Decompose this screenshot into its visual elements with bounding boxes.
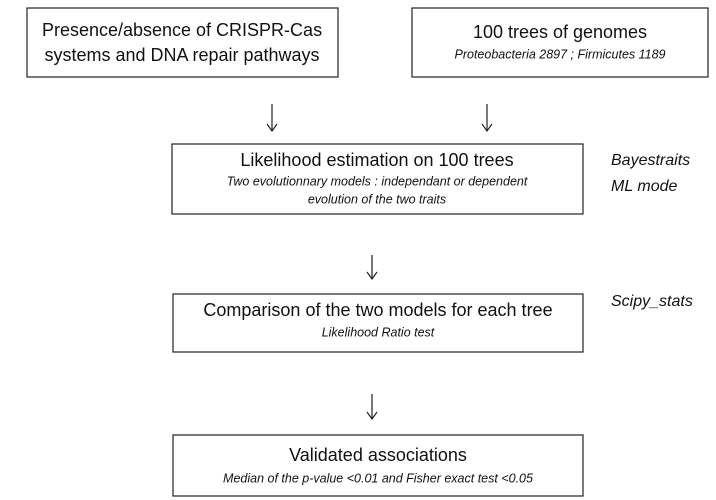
side-label: ML mode — [611, 178, 678, 195]
box-title: Likelihood estimation on 100 trees — [240, 150, 513, 170]
box-subtitle: Likelihood Ratio test — [322, 325, 435, 339]
side-label: Bayestraits — [611, 152, 690, 169]
arrow — [266, 104, 278, 133]
box-input-trees — [411, 7, 709, 78]
box-title: 100 trees of genomes — [473, 22, 647, 42]
box-subtitle: Median of the p-value <0.01 and Fisher e… — [223, 471, 533, 485]
arrow — [366, 255, 378, 281]
box-subtitle: Proteobacteria 2897 ; Firmicutes 1189 — [455, 47, 666, 61]
box-validated — [172, 434, 584, 497]
box-title: Presence/absence of CRISPR-Cas — [42, 20, 322, 40]
box-subtitle: Two evolutionnary models : independant o… — [227, 174, 528, 188]
box-comparison — [172, 293, 584, 353]
box-title: Comparison of the two models for each tr… — [203, 300, 552, 320]
arrow — [481, 104, 493, 133]
box-title: systems and DNA repair pathways — [44, 45, 319, 65]
box-input-traits — [26, 7, 339, 78]
box-title: Validated associations — [289, 445, 467, 465]
box-likelihood — [171, 143, 584, 215]
side-label: Scipy_stats — [611, 293, 693, 310]
arrow — [366, 394, 378, 421]
box-subtitle: evolution of the two traits — [308, 192, 446, 206]
